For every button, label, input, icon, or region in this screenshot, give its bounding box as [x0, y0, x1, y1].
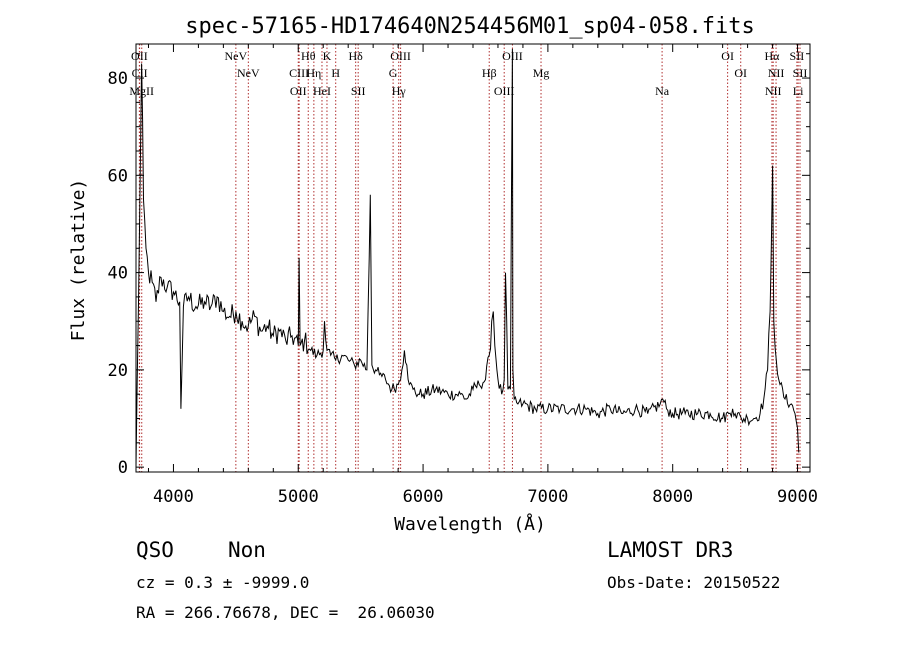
line-marker-label: SII	[793, 66, 808, 80]
line-marker-label: CIII	[289, 66, 309, 80]
y-axis-label: Flux (relative)	[68, 179, 89, 342]
emission-line-markers	[138, 44, 801, 472]
line-marker-label: NII	[765, 84, 782, 98]
x-tick-label: 7000	[527, 487, 568, 507]
coordinates-line: RA = 266.76678, DEC = 26.06030	[136, 603, 435, 622]
line-marker-label: H	[331, 66, 340, 80]
chart-title: spec-57165-HD174640N254456M01_sp04-058.f…	[185, 14, 755, 39]
line-marker-label: OI	[734, 66, 747, 80]
survey-label: LAMOST DR3	[607, 538, 734, 562]
y-tick-label: 20	[108, 361, 128, 381]
y-axis: 0 20 40 60 80	[108, 53, 810, 478]
x-axis-label: Wavelength (Å)	[394, 513, 546, 535]
line-marker-label: Hδ	[349, 49, 364, 63]
y-tick-label: 80	[108, 69, 128, 89]
line-marker-label: Na	[655, 84, 670, 98]
y-tick-label: 0	[118, 458, 128, 478]
line-marker-label: NeV	[225, 49, 248, 63]
line-marker-label: Hη	[306, 66, 321, 80]
line-marker-label: OIII	[494, 84, 515, 98]
line-marker-label: Li	[793, 84, 804, 98]
line-marker-label: NII	[768, 66, 785, 80]
line-marker-label: OII	[290, 84, 307, 98]
y-tick-label: 60	[108, 166, 128, 186]
x-tick-label: 4000	[153, 487, 194, 507]
line-marker-label: OI	[721, 49, 734, 63]
plot-frame	[135, 43, 811, 473]
obs-date-line: Obs-Date: 20150522	[607, 573, 781, 592]
object-subclass: Non	[228, 538, 266, 562]
redshift-line: cz = 0.3 ± -9999.0	[136, 573, 310, 592]
x-tick-label: 6000	[403, 487, 444, 507]
spectrum-line	[135, 48, 800, 468]
line-marker-label: SII	[790, 49, 805, 63]
object-class: QSO	[136, 538, 174, 562]
line-marker-label: SII	[351, 84, 366, 98]
line-marker-label: HeI	[313, 84, 331, 98]
x-axis: 4000 5000 6000 7000 8000 9000	[147, 44, 818, 507]
y-tick-label: 40	[108, 264, 128, 284]
spectrum-chart: spec-57165-HD174640N254456M01_sp04-058.f…	[68, 14, 818, 535]
x-tick-label: 8000	[652, 487, 693, 507]
x-tick-label: 9000	[777, 487, 818, 507]
line-marker-label: Hγ	[392, 84, 407, 98]
emission-line-labels: OIICIIMgIINeVNeVOIICIIIHθHηHeIKHHδSIIGHγ…	[129, 49, 807, 98]
x-tick-label: 5000	[278, 487, 319, 507]
line-marker-label: G	[389, 66, 398, 80]
line-marker-label: Hβ	[482, 66, 497, 80]
line-marker-label: Hθ	[301, 49, 316, 63]
line-marker-label: Mg	[533, 66, 550, 80]
line-marker-label: Hα	[764, 49, 780, 63]
line-marker-label: K	[323, 49, 332, 63]
line-marker-label: OIII	[390, 49, 411, 63]
line-marker-label: OII	[131, 49, 148, 63]
line-marker-label: NeV	[237, 66, 260, 80]
